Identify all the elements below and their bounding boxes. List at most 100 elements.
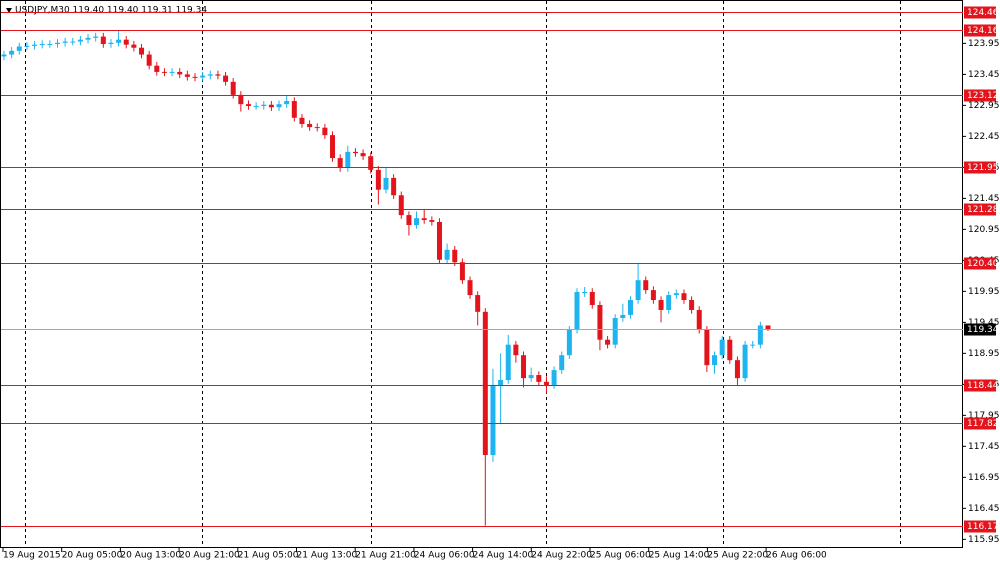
y-tick-label: 120.95	[968, 225, 1000, 235]
candle-body	[154, 65, 160, 72]
x-tick-label: 19 Aug 2015	[3, 551, 61, 561]
x-tick-label: 24 Aug 14:00	[473, 551, 534, 561]
candle-body	[696, 309, 702, 330]
x-tick-label: 20 Aug 13:00	[120, 551, 181, 561]
candle-body	[643, 280, 649, 291]
candle-body	[467, 280, 473, 296]
level-label: 121.28	[967, 205, 999, 215]
candle-body	[498, 380, 504, 385]
candle-body	[314, 127, 320, 129]
y-tick-label: 119.45	[968, 318, 1000, 328]
candle-body	[574, 291, 580, 330]
candle-body	[24, 45, 30, 47]
candle-body	[734, 360, 740, 379]
candle-body	[414, 218, 420, 226]
candle-body	[215, 74, 221, 76]
x-tick-label: 24 Aug 22:00	[531, 551, 592, 561]
candle-body	[177, 71, 183, 75]
candle-body	[452, 249, 458, 263]
y-tick-label: 122.45	[968, 132, 1000, 142]
candle-body	[406, 215, 412, 226]
candle-body	[505, 344, 511, 381]
candle-body	[54, 42, 60, 45]
x-tick-label: 21 Aug 05:00	[238, 551, 299, 561]
candle-body	[444, 249, 450, 260]
level-label: 120.40	[967, 259, 999, 269]
level-label: 124.16	[967, 26, 999, 36]
candle-body	[345, 151, 351, 168]
candle-body	[192, 76, 198, 78]
candle-body	[268, 104, 274, 108]
candle-body	[666, 295, 672, 310]
candle-body	[742, 344, 748, 379]
candle-body	[47, 44, 53, 46]
x-tick-label: 25 Aug 06:00	[590, 551, 651, 561]
candle-body	[131, 44, 137, 48]
candle-body	[765, 325, 771, 330]
candle-body	[612, 318, 618, 345]
candle-body	[421, 218, 427, 221]
candle-body	[238, 94, 244, 105]
candle-body	[398, 195, 404, 216]
candle-body	[261, 104, 267, 107]
level-label-bg	[964, 520, 996, 533]
candle-body	[582, 291, 588, 293]
candle-body	[146, 54, 152, 66]
y-tick-label: 123.95	[968, 39, 1000, 49]
candle-body	[62, 41, 68, 43]
candle-body	[436, 221, 442, 260]
candle-body	[559, 355, 565, 371]
candle-body	[299, 117, 305, 124]
candle-body	[543, 381, 549, 385]
level-label-bg	[964, 89, 996, 102]
candle-body	[704, 329, 710, 366]
candle-body	[459, 262, 465, 281]
candle-body	[658, 300, 664, 310]
candle-body	[391, 177, 397, 196]
candle-body	[605, 339, 611, 345]
x-tick-label: 25 Aug 14:00	[649, 551, 710, 561]
level-label-bg	[964, 161, 996, 174]
candle-body	[253, 106, 259, 108]
x-tick-label: 24 Aug 06:00	[414, 551, 475, 561]
candle-body	[719, 339, 725, 356]
level-label: 118.44	[967, 381, 999, 391]
candle-body	[490, 384, 496, 456]
y-tick-label: 115.95	[968, 535, 1000, 545]
candle-body	[627, 300, 633, 315]
candle-body	[566, 329, 572, 356]
level-label: 123.12	[967, 91, 999, 101]
candle-body	[727, 339, 733, 361]
candle-body	[513, 344, 519, 356]
level-label: 121.95	[967, 163, 999, 173]
menu-triangle[interactable]	[6, 8, 12, 13]
candle-body	[620, 314, 626, 319]
candle-body	[337, 158, 343, 168]
candle-body	[475, 295, 481, 312]
candle-body	[70, 41, 76, 43]
candle-body	[16, 46, 22, 51]
candle-body	[161, 71, 167, 73]
candle-body	[383, 177, 389, 190]
candle-body	[375, 169, 381, 190]
level-label: 116.17	[967, 522, 999, 532]
candle-body	[284, 101, 290, 105]
candle-body	[1, 54, 7, 57]
level-label-bg	[964, 6, 996, 19]
candle-body	[77, 39, 83, 42]
y-tick-label: 118.95	[968, 349, 1000, 359]
candle-body	[207, 74, 213, 76]
candle-body	[521, 355, 527, 379]
candle-body	[650, 290, 656, 301]
candle-body	[360, 153, 366, 157]
level-label: 117.82	[967, 419, 999, 429]
current-price-label: 119.34	[967, 325, 999, 335]
candle-body	[330, 135, 336, 159]
candle-body	[276, 104, 282, 108]
y-tick-label: 117.95	[968, 411, 1000, 421]
level-label: 124.46	[967, 8, 999, 18]
current-price-bg	[964, 323, 996, 336]
candle-body	[712, 355, 718, 366]
